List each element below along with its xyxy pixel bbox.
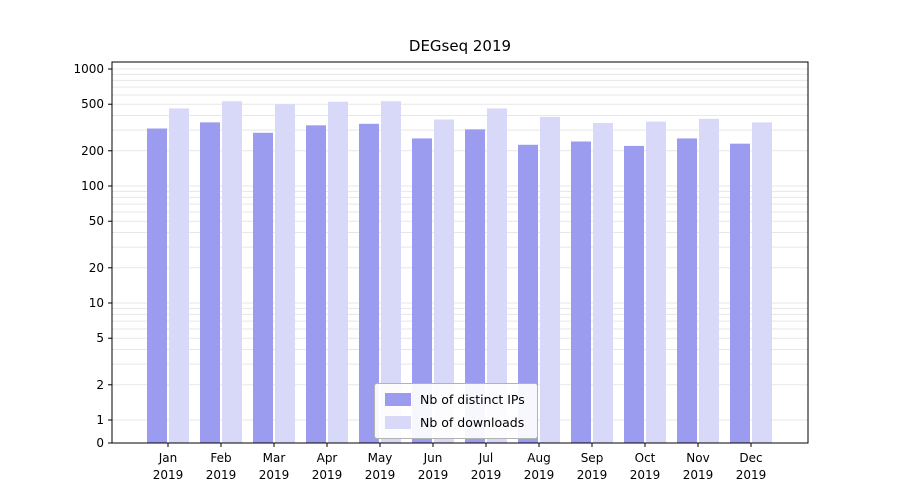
bar-downloads	[381, 101, 401, 444]
y-tick-label: 0	[96, 436, 104, 450]
x-tick-label-month: Mar	[263, 451, 286, 465]
bar-distinct-ips	[306, 125, 326, 444]
y-tick-label: 50	[89, 214, 104, 228]
x-tick-label-year: 2019	[683, 468, 714, 482]
bar-distinct-ips	[253, 132, 273, 444]
bar-downloads	[434, 119, 454, 444]
legend-item-downloads: Nb of downloads	[385, 415, 525, 430]
bar-distinct-ips	[412, 138, 432, 443]
y-tick-label: 2	[96, 378, 104, 392]
x-tick-label-year: 2019	[312, 468, 343, 482]
x-tick-label-month: May	[368, 451, 393, 465]
bar-distinct-ips	[359, 123, 379, 444]
legend-item-distinct-ips: Nb of distinct IPs	[385, 392, 525, 407]
x-tick-label-month: Aug	[527, 451, 550, 465]
bar-downloads	[752, 122, 772, 443]
legend-label-downloads: Nb of downloads	[420, 415, 525, 430]
bar-downloads	[222, 101, 242, 444]
y-tick-label: 1000	[73, 62, 104, 76]
bar-distinct-ips	[677, 138, 697, 443]
x-tick-label-year: 2019	[577, 468, 608, 482]
y-tick-label: 500	[81, 97, 104, 111]
x-tick-label-month: Jan	[158, 451, 178, 465]
chart-title: DEGseq 2019	[408, 37, 512, 55]
y-tick-label: 200	[81, 144, 104, 158]
y-tick-label: 20	[89, 261, 104, 275]
bar-distinct-ips	[730, 143, 750, 443]
x-tick-label-month: Oct	[635, 451, 656, 465]
bar-distinct-ips	[465, 129, 485, 443]
x-tick-label-month: Sep	[581, 451, 604, 465]
bar-distinct-ips	[200, 122, 220, 443]
legend-label-distinct-ips: Nb of distinct IPs	[420, 392, 525, 407]
legend-swatch-distinct-ips	[385, 393, 411, 406]
bar-downloads	[699, 118, 719, 443]
plot-border	[111, 61, 809, 444]
x-tick-label-month: Apr	[317, 451, 338, 465]
y-tick-label: 100	[81, 179, 104, 193]
bar-downloads	[275, 104, 295, 443]
x-tick-label-year: 2019	[259, 468, 290, 482]
bar-downloads	[540, 116, 560, 443]
bar-downloads	[169, 108, 189, 443]
x-tick-label-year: 2019	[630, 468, 661, 482]
x-tick-label-month: Feb	[210, 451, 231, 465]
legend: Nb of distinct IPs Nb of downloads	[374, 383, 538, 439]
y-tick-label: 5	[96, 331, 104, 345]
x-tick-label-year: 2019	[471, 468, 502, 482]
bar-distinct-ips	[147, 128, 167, 443]
bar-downloads	[487, 108, 507, 443]
x-tick-label-month: Dec	[739, 451, 762, 465]
x-tick-label-year: 2019	[524, 468, 555, 482]
x-tick-label-year: 2019	[736, 468, 767, 482]
bar-downloads	[593, 123, 613, 443]
bar-distinct-ips	[571, 141, 591, 443]
x-tick-label-month: Nov	[686, 451, 709, 465]
x-tick-label-month: Jul	[478, 451, 493, 465]
x-tick-label-year: 2019	[206, 468, 237, 482]
bar-distinct-ips	[624, 145, 644, 444]
x-tick-label-year: 2019	[153, 468, 184, 482]
x-tick-label-year: 2019	[365, 468, 396, 482]
y-tick-label: 1	[96, 413, 104, 427]
legend-swatch-downloads	[385, 416, 411, 429]
bar-downloads	[646, 121, 666, 443]
bar-downloads	[328, 101, 348, 443]
x-tick-label-year: 2019	[418, 468, 449, 482]
x-tick-label-month: Jun	[423, 451, 443, 465]
y-tick-label: 10	[89, 296, 104, 310]
bar-distinct-ips	[518, 144, 538, 443]
